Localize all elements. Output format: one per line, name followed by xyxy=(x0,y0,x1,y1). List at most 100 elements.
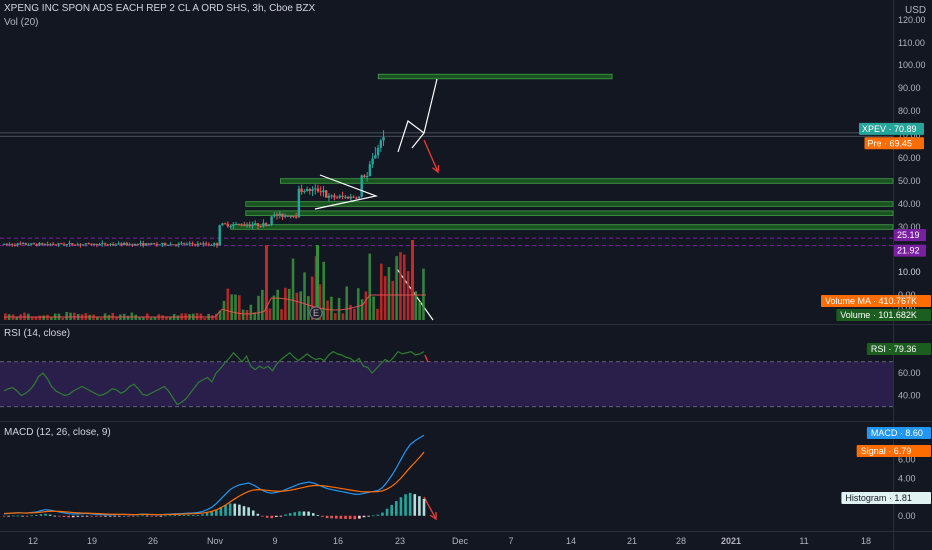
candle-body xyxy=(234,223,238,225)
candle-body xyxy=(243,225,246,227)
rsi-tick-label: 60.00 xyxy=(898,368,921,378)
macd-histogram-bar xyxy=(210,511,213,516)
chart-title: XPENG INC SPON ADS EACH REP 2 CL A ORD S… xyxy=(4,3,316,14)
candle-body xyxy=(303,190,306,193)
macd-histogram-bar xyxy=(316,515,320,517)
signal-value-tag xyxy=(856,445,931,457)
price-tag xyxy=(859,122,924,135)
candle-body xyxy=(262,223,265,227)
volume-bar xyxy=(387,267,391,320)
macd-histogram-bar xyxy=(335,515,338,519)
candle-body xyxy=(155,243,159,245)
macd-histogram-bar xyxy=(205,513,209,516)
volume-bar xyxy=(280,309,283,320)
candle-body xyxy=(177,243,180,246)
macd-histogram-bar xyxy=(95,515,98,517)
macd-histogram-bar xyxy=(7,515,10,517)
candle-body xyxy=(335,197,339,199)
candle-body xyxy=(92,243,96,245)
support-zone xyxy=(245,210,894,216)
x-tick-label: 16 xyxy=(333,536,343,546)
macd-histogram-bar xyxy=(62,515,66,517)
signal-value-tag-text: Signal · 6.79 xyxy=(861,446,912,456)
candle-body xyxy=(152,243,156,245)
candle-body xyxy=(16,243,19,246)
volume-bar xyxy=(349,304,352,320)
histogram-value-tag-text: Histogram · 1.81 xyxy=(845,493,912,503)
volume-bar xyxy=(107,315,111,320)
macd-histogram-bar xyxy=(48,514,52,516)
macd-histogram-bar xyxy=(2,515,6,517)
macd-histogram-bar xyxy=(321,515,324,517)
volume-bar xyxy=(165,316,168,320)
volume-bar xyxy=(249,304,253,320)
candle-body xyxy=(122,243,126,246)
candle-body xyxy=(300,188,303,193)
macd-histogram-bar xyxy=(275,515,278,517)
candle-body xyxy=(237,223,241,225)
price-tag-text: 21.92 xyxy=(897,246,920,256)
pennant-pattern-drawing xyxy=(397,120,425,153)
price-tag xyxy=(864,137,924,150)
volume-bar xyxy=(257,295,260,320)
macd-histogram-bar xyxy=(307,511,310,516)
volume-bar xyxy=(138,317,141,320)
candle-body xyxy=(273,214,276,217)
macd-histogram-bar xyxy=(251,510,255,516)
candle-body xyxy=(322,190,325,193)
candle-body xyxy=(213,243,216,245)
volume-bar xyxy=(364,291,368,320)
candle-body xyxy=(254,223,257,225)
volume-bar xyxy=(356,288,360,320)
volume-bar xyxy=(422,268,425,320)
candle-body xyxy=(365,175,369,178)
macd-histogram-bar xyxy=(150,515,153,517)
candle-body xyxy=(357,196,361,199)
macd-down-arrow-head xyxy=(429,511,437,521)
volume-bar xyxy=(226,288,230,320)
volume-spike-bar xyxy=(411,240,414,320)
candle-body xyxy=(278,213,281,216)
volume-bar xyxy=(291,258,295,320)
volume-bar xyxy=(303,272,306,320)
volume-bar xyxy=(203,317,207,320)
support-zone xyxy=(280,178,894,184)
candle-body xyxy=(382,137,385,141)
rsi-band xyxy=(0,361,893,407)
volume-bar xyxy=(341,313,345,320)
price-tag-text: XPEV · 70.89 xyxy=(862,124,917,134)
candle-body xyxy=(297,188,301,218)
candle-body xyxy=(125,243,129,245)
macd-histogram-bar xyxy=(53,515,57,517)
candle-body xyxy=(41,243,44,245)
macd-histogram-bar xyxy=(113,515,117,517)
volume-bar xyxy=(34,317,38,320)
macd-histogram-bar xyxy=(339,515,343,519)
price-tick-label: 10.00 xyxy=(898,267,921,277)
volume-bar xyxy=(318,284,322,320)
candle-body xyxy=(275,214,279,216)
volume-tick-label: 10.00 xyxy=(898,267,921,277)
macd-histogram-bar xyxy=(85,515,89,517)
macd-histogram-bar xyxy=(261,515,264,517)
support-zone xyxy=(377,73,613,80)
x-tick-label: 19 xyxy=(87,536,97,546)
support-zone xyxy=(230,224,894,230)
candle-body xyxy=(210,244,213,246)
macd-histogram-bar xyxy=(247,507,250,516)
x-tick-label: 21 xyxy=(627,536,637,546)
volume-bar xyxy=(153,316,157,320)
macd-histogram-bar xyxy=(293,512,297,516)
volume-bar xyxy=(360,299,364,320)
macd-histogram-bar xyxy=(422,498,426,516)
candle-body xyxy=(174,244,178,246)
candle-body xyxy=(183,243,186,245)
candle-body xyxy=(333,195,336,198)
candle-body xyxy=(95,243,99,246)
candle-body xyxy=(38,243,41,246)
candle-body xyxy=(218,225,221,246)
macd-histogram-bar xyxy=(256,513,260,516)
macd-histogram-bar xyxy=(25,515,29,517)
